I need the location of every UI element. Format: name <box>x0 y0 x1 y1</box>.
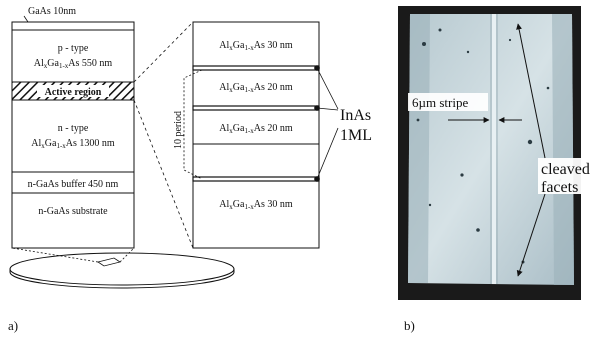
stripe-label: 6µm stripe <box>412 95 468 110</box>
p-type-label: p - type <box>58 43 89 54</box>
buffer-label: n-GaAs buffer 450 nm <box>28 179 119 190</box>
stack-outline <box>11 21 135 249</box>
cap-layer-label: GaAs 10nm <box>28 6 76 17</box>
active-region-label: Active region <box>45 87 102 98</box>
inas-ml-1 <box>192 65 320 71</box>
detail-layer-top: AlxGa1-xAs 30 nm <box>219 40 293 52</box>
p-type-composition: AlxGa1-xAs 550 nm <box>34 58 113 70</box>
panel-b-label: b) <box>404 318 415 333</box>
detail-layer-bottom: AlxGa1-xAs 30 nm <box>219 199 293 211</box>
panel-a-label: a) <box>8 318 18 333</box>
inas-ml-last <box>192 176 320 182</box>
inas-ml-label: 1ML <box>340 127 372 144</box>
wafer <box>9 247 235 289</box>
inas-label: InAs <box>340 107 371 124</box>
detail-layer-2: AlxGa1-xAs 20 nm <box>219 82 293 94</box>
cap-layer <box>11 21 135 31</box>
device-photo: 6µm stripe cleaved facets <box>398 6 598 300</box>
layer-stack: GaAs 10nm p - type AlxGa1-xAs 550 nm Act… <box>11 6 135 249</box>
period-label: 10 period <box>173 111 184 149</box>
facets-label-1: cleaved <box>541 161 590 178</box>
substrate-label: n-GaAs substrate <box>38 206 108 217</box>
stripe <box>492 14 496 284</box>
inas-ml-2 <box>192 105 320 111</box>
period-bracket <box>183 69 203 180</box>
active-region-detail: AlxGa1-xAs 30 nm AlxGa1-xAs 20 nm AlxGa1… <box>173 21 372 249</box>
detail-layer-3: AlxGa1-xAs 20 nm <box>219 123 293 135</box>
facets-label-2: facets <box>541 179 578 196</box>
n-type-composition: AlxGa1-xAs 1300 nm <box>31 138 115 150</box>
n-type-label: n - type <box>58 123 89 134</box>
